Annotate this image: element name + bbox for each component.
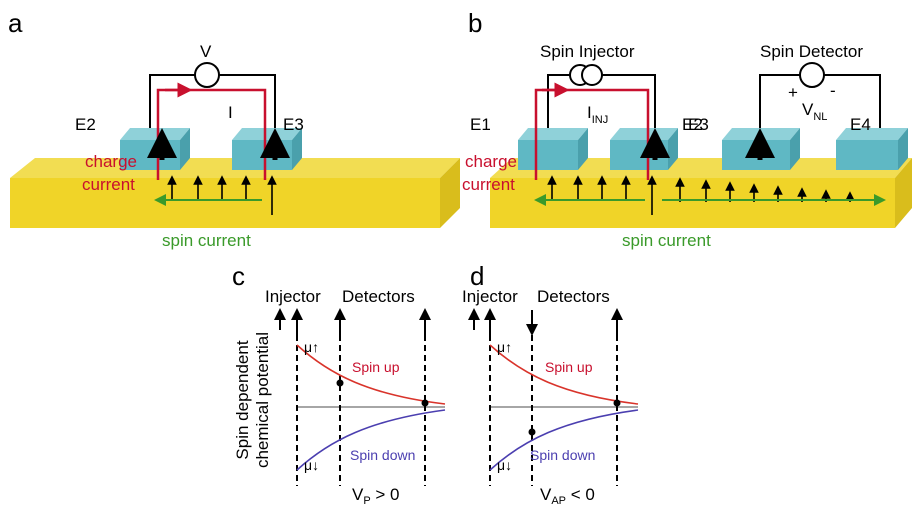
spin-down-label: Spin down xyxy=(350,447,415,463)
condition-sub: AP xyxy=(551,495,566,506)
electrode-label: E1 xyxy=(470,115,491,134)
panel-d: d Injector Detectors μ↑ μ↓ Spin up Spin … xyxy=(462,261,638,506)
spin-up-label: Spin up xyxy=(352,359,400,375)
condition-rest: > 0 xyxy=(371,485,400,504)
injector-label: Injector xyxy=(265,287,321,306)
current-source xyxy=(570,65,602,85)
voltage-label: VNL xyxy=(802,100,827,123)
charge-label: current xyxy=(82,175,135,194)
spin-current-label: spin current xyxy=(162,231,251,250)
electrode-label: E3 xyxy=(283,115,304,134)
electrode xyxy=(232,128,302,170)
condition-rest: < 0 xyxy=(566,485,595,504)
detector-title: Spin Detector xyxy=(760,42,863,61)
voltage-label: V xyxy=(200,42,212,61)
electrode-label: E4 xyxy=(850,115,871,134)
detectors-label: Detectors xyxy=(537,287,610,306)
spin-up-label: Spin up xyxy=(545,359,593,375)
panel-a: a V E2 E3 I charge current spin current xyxy=(8,8,460,250)
y-label: chemical potential xyxy=(253,332,272,468)
voltmeter xyxy=(195,63,219,87)
magnetization-arrows xyxy=(280,314,425,335)
magnetization-arrows xyxy=(474,310,617,335)
current-label: IINJ xyxy=(587,103,608,126)
voltmeter xyxy=(800,63,824,87)
detectors-label: Detectors xyxy=(342,287,415,306)
detector-point xyxy=(337,380,344,387)
mu-down: μ↓ xyxy=(304,457,319,473)
charge-label: charge xyxy=(85,152,137,171)
voltage-sub: NL xyxy=(813,111,827,123)
plus: + xyxy=(788,83,798,102)
electrode-label: E2 xyxy=(75,115,96,134)
spin-current-label: spin current xyxy=(622,231,711,250)
injector-title: Spin Injector xyxy=(540,42,635,61)
electrode-label: E3 xyxy=(688,115,709,134)
charge-label: current xyxy=(462,175,515,194)
figure: a V E2 E3 I charge current spin current … xyxy=(0,0,915,506)
spin-down-label: Spin down xyxy=(530,447,595,463)
panel-c: c Injector Detectors Spin dependent chem… xyxy=(232,261,445,506)
mu-up: μ↑ xyxy=(497,339,512,355)
y-label: Spin dependent xyxy=(233,340,252,459)
minus: - xyxy=(830,81,836,100)
injector-label: Injector xyxy=(462,287,518,306)
channel xyxy=(490,178,895,228)
condition: VAP < 0 xyxy=(540,485,595,506)
panel-label: c xyxy=(232,261,245,291)
condition-sub: P xyxy=(363,495,370,506)
detector-point xyxy=(422,400,429,407)
channel xyxy=(10,178,440,228)
panel-b: b Spin Injector Spin De xyxy=(462,8,912,250)
condition-main: V xyxy=(352,485,364,504)
panel-label: b xyxy=(468,8,482,38)
mu-up: μ↑ xyxy=(304,339,319,355)
condition-main: V xyxy=(540,485,552,504)
voltage-main: V xyxy=(802,100,814,119)
detector-point xyxy=(614,400,621,407)
charge-label: charge xyxy=(465,152,517,171)
current-sub: INJ xyxy=(592,114,609,126)
mu-down: μ↓ xyxy=(497,457,512,473)
condition: VP > 0 xyxy=(352,485,400,506)
detector-point xyxy=(529,429,536,436)
panel-label: a xyxy=(8,8,23,38)
current-label: I xyxy=(228,103,233,122)
